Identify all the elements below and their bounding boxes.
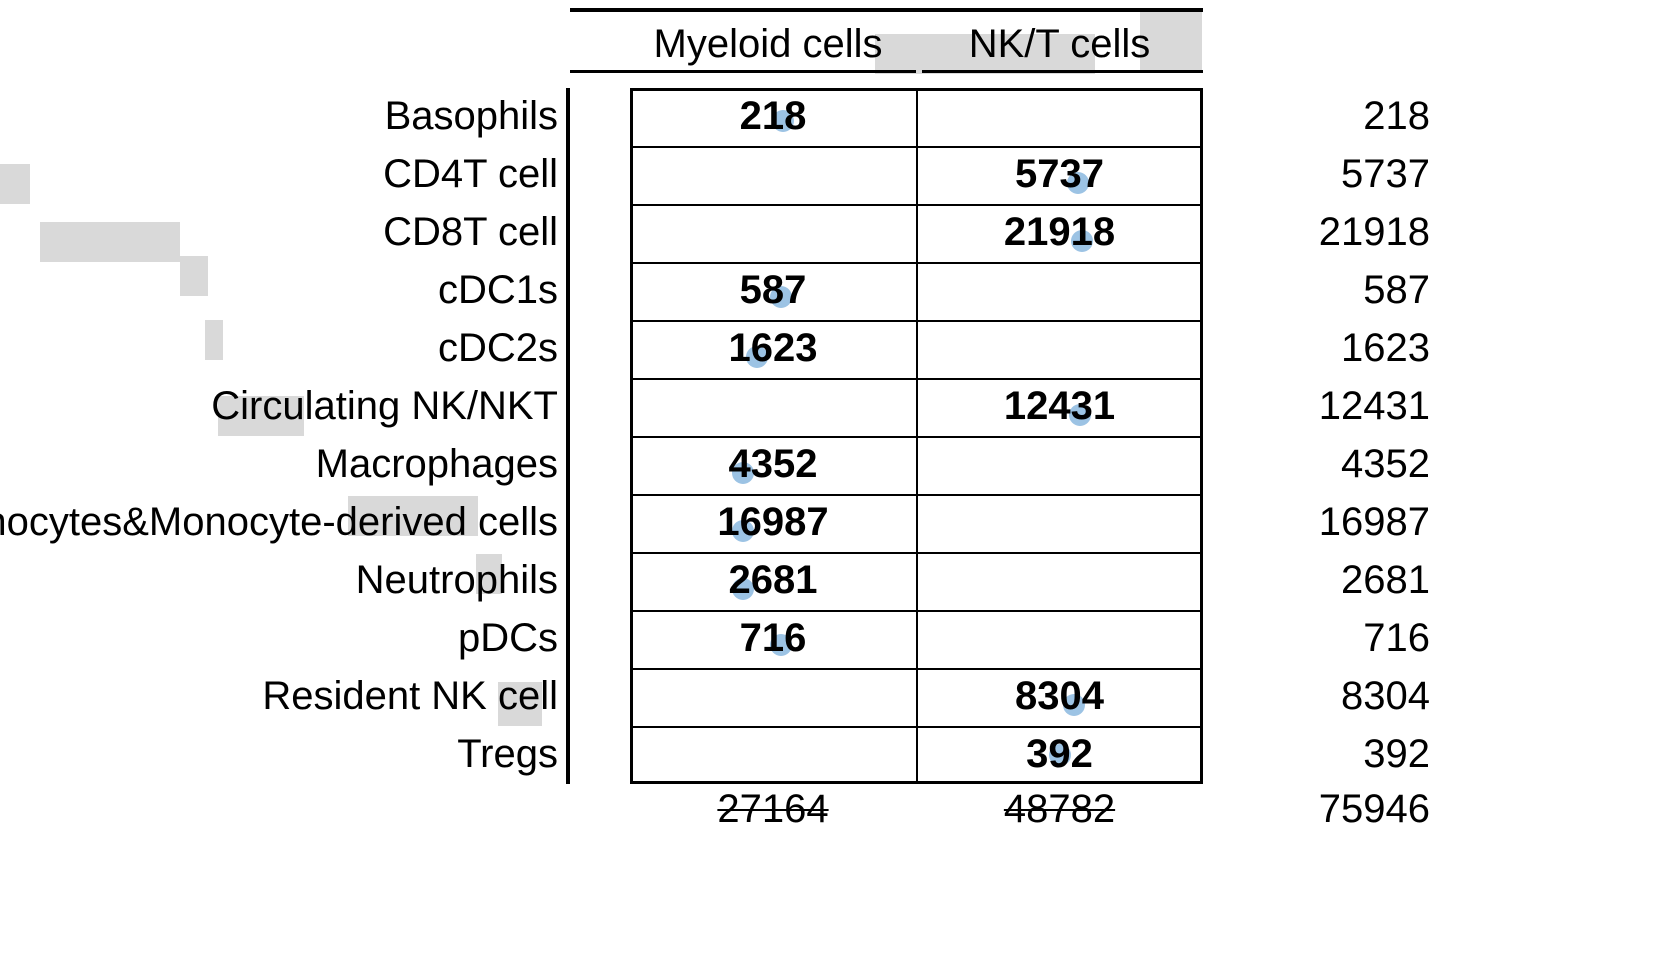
row-label-10: Resident NK cell bbox=[262, 674, 558, 719]
row-total-5: 12431 bbox=[1319, 384, 1430, 429]
row-label-8: Neutrophils bbox=[356, 558, 558, 603]
row-label-4: cDC2s bbox=[438, 326, 558, 371]
header-top-rule bbox=[570, 8, 1203, 12]
row-total-8: 2681 bbox=[1341, 558, 1430, 603]
label-highlight-2 bbox=[180, 256, 208, 296]
cell-r4-c0: 1623 bbox=[630, 326, 916, 371]
header-bot-rule-left bbox=[570, 70, 916, 73]
grid-hline-9 bbox=[630, 610, 1203, 612]
grid-hline-2 bbox=[630, 204, 1203, 206]
row-label-9: pDCs bbox=[458, 616, 558, 661]
row-total-2: 21918 bbox=[1319, 210, 1430, 255]
label-highlight-0 bbox=[0, 164, 30, 204]
grid-hline-6 bbox=[630, 436, 1203, 438]
grid-hline-10 bbox=[630, 668, 1203, 670]
cell-r7-c0: 16987 bbox=[630, 500, 916, 545]
cell-r2-c1: 21918 bbox=[916, 210, 1203, 255]
column-header-1: NK/T cells bbox=[916, 22, 1203, 67]
cell-r3-c0: 587 bbox=[630, 268, 916, 313]
row-label-1: CD4T cell bbox=[383, 152, 558, 197]
grid-hline-7 bbox=[630, 494, 1203, 496]
cell-r11-c1: 392 bbox=[916, 732, 1203, 777]
row-label-3: cDC1s bbox=[438, 268, 558, 313]
grid-hline-3 bbox=[630, 262, 1203, 264]
row-label-7: onocytes&Monocyte-derived cells bbox=[0, 500, 558, 545]
row-label-5: Circulating NK/NKT bbox=[211, 384, 558, 429]
label-highlight-1 bbox=[40, 222, 180, 262]
row-total-0: 218 bbox=[1363, 94, 1430, 139]
label-vertical-rule bbox=[566, 88, 570, 784]
grid-hline-5 bbox=[630, 378, 1203, 380]
grid-hline-11 bbox=[630, 726, 1203, 728]
row-total-11: 392 bbox=[1363, 732, 1430, 777]
cell-r9-c0: 716 bbox=[630, 616, 916, 661]
row-label-0: Basophils bbox=[385, 94, 558, 139]
label-highlight-3 bbox=[205, 320, 223, 360]
cell-r6-c0: 4352 bbox=[630, 442, 916, 487]
row-total-3: 587 bbox=[1363, 268, 1430, 313]
row-total-7: 16987 bbox=[1319, 500, 1430, 545]
cell-r0-c0: 218 bbox=[630, 94, 916, 139]
grid-hline-8 bbox=[630, 552, 1203, 554]
grid-hline-4 bbox=[630, 320, 1203, 322]
row-label-2: CD8T cell bbox=[383, 210, 558, 255]
row-total-9: 716 bbox=[1363, 616, 1430, 661]
grid-hline-1 bbox=[630, 146, 1203, 148]
column-sum-1: 48782 bbox=[916, 787, 1203, 832]
cell-r8-c0: 2681 bbox=[630, 558, 916, 603]
column-header-0: Myeloid cells bbox=[620, 22, 916, 67]
row-total-1: 5737 bbox=[1341, 152, 1430, 197]
row-total-6: 4352 bbox=[1341, 442, 1430, 487]
table-figure: Myeloid cellsNK/T cells Basophils CD4T cel… bbox=[0, 0, 1680, 964]
row-label-11: Tregs bbox=[457, 732, 558, 777]
column-sum-0: 27164 bbox=[630, 787, 916, 832]
cell-r1-c1: 5737 bbox=[916, 152, 1203, 197]
row-label-6: Macrophages bbox=[316, 442, 558, 487]
cell-r5-c1: 12431 bbox=[916, 384, 1203, 429]
row-total-4: 1623 bbox=[1341, 326, 1430, 371]
header-bot-rule-right bbox=[922, 70, 1203, 73]
cell-r10-c1: 8304 bbox=[916, 674, 1203, 719]
row-total-10: 8304 bbox=[1341, 674, 1430, 719]
grand-total: 75946 bbox=[1319, 787, 1430, 832]
